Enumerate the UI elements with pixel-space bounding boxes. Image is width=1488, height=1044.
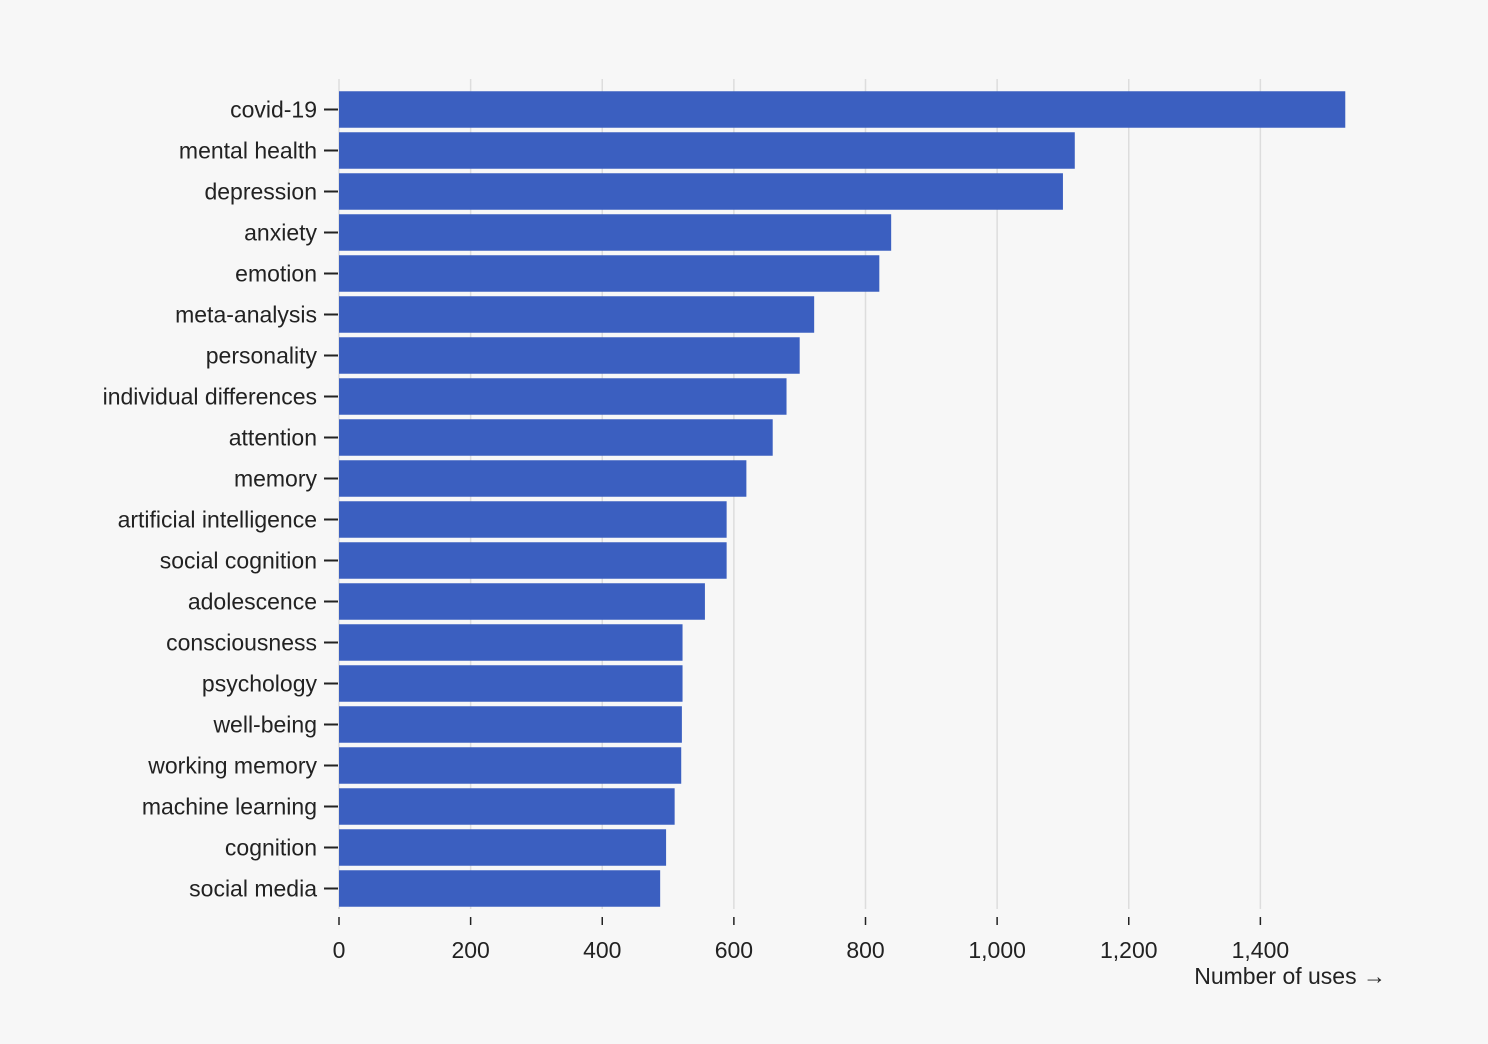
category-label: adolescence [188, 589, 317, 615]
bar [339, 296, 815, 333]
x-tick-label: 0 [333, 937, 346, 963]
category-label: consciousness [166, 630, 317, 656]
bar [339, 624, 683, 661]
category-label: emotion [235, 261, 317, 287]
category-label: cognition [225, 835, 317, 861]
bar [339, 706, 682, 743]
bar [339, 747, 682, 784]
category-label: psychology [202, 671, 318, 697]
category-label: individual differences [103, 384, 317, 410]
bar [339, 378, 787, 415]
x-tick-label: 600 [715, 937, 753, 963]
category-label: depression [204, 179, 317, 205]
category-label: artificial intelligence [118, 507, 317, 533]
category-label: anxiety [244, 220, 317, 246]
bar [339, 788, 675, 825]
category-label: social cognition [160, 548, 317, 574]
category-label: well-being [212, 712, 317, 738]
category-label: machine learning [142, 794, 317, 820]
category-label: memory [234, 466, 318, 492]
bar [339, 583, 705, 620]
y-axis: covid-19 mental health depression anxiety em… [103, 97, 338, 902]
bar [339, 665, 683, 702]
x-tick-label: 1,000 [968, 937, 1026, 963]
category-label: mental health [179, 138, 317, 164]
x-tick-label: 800 [846, 937, 884, 963]
bar [339, 91, 1346, 128]
category-label: meta-analysis [175, 302, 317, 328]
x-tick-label: 200 [451, 937, 489, 963]
x-tick-label: 1,200 [1100, 937, 1158, 963]
category-label: covid-19 [230, 97, 317, 123]
bar [339, 829, 667, 866]
bar [339, 132, 1075, 169]
bar [339, 255, 880, 292]
x-tick-label: 1,400 [1232, 937, 1290, 963]
x-axis: 0 200 400 600 800 1,000 1,200 1,400 [333, 917, 1290, 963]
bar [339, 173, 1063, 210]
x-tick-label: 400 [583, 937, 621, 963]
bar [339, 501, 727, 538]
bar [339, 870, 661, 907]
x-axis-title: Number of uses → [1194, 963, 1386, 989]
bars [339, 91, 1346, 907]
bar [339, 419, 773, 456]
bar [339, 337, 800, 374]
bar [339, 214, 892, 251]
bar [339, 460, 747, 497]
category-label: personality [206, 343, 318, 369]
category-label: attention [229, 425, 317, 451]
category-label: working memory [147, 753, 317, 779]
category-label: social media [189, 876, 317, 902]
bar [339, 542, 727, 579]
